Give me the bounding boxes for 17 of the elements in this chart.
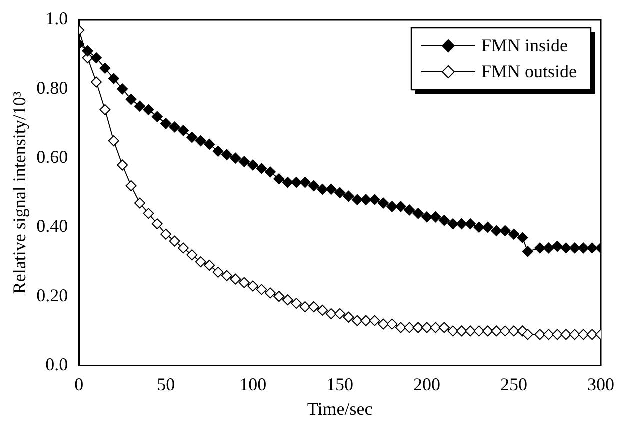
y-axis-title: Relative signal intensity/10³ <box>10 91 30 294</box>
legend-label: FMN outside <box>481 62 578 82</box>
legend-label: FMN inside <box>481 36 568 56</box>
y-tick-label: 0.80 <box>36 78 68 98</box>
y-tick-label: 0.60 <box>36 147 68 168</box>
x-tick-label: 250 <box>500 374 528 394</box>
y-tick-label: 1.0 <box>46 8 68 29</box>
x-axis-title: Time/sec <box>307 398 373 419</box>
y-tick-label: 0.20 <box>36 285 68 306</box>
x-tick-label: 300 <box>588 374 614 394</box>
x-tick-label: 150 <box>326 374 354 394</box>
x-tick-label: 0 <box>74 374 84 394</box>
y-tick-label: 0.0 <box>46 354 68 375</box>
x-tick-label: 100 <box>240 374 267 394</box>
y-tick-label: 0.40 <box>36 216 68 236</box>
x-tick-label: 50 <box>157 374 176 394</box>
x-tick-label: 200 <box>414 374 441 394</box>
